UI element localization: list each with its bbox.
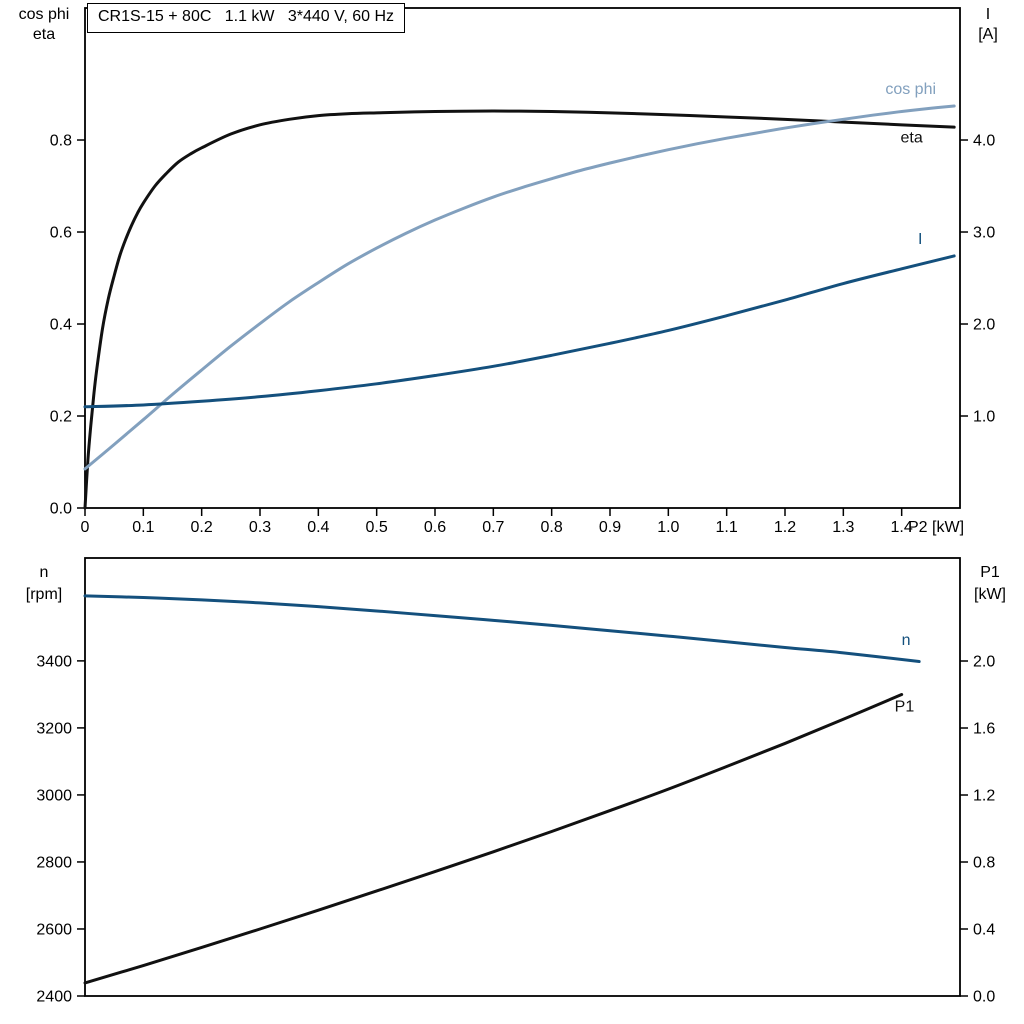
n-curve: [83, 594, 921, 664]
left-tick-label: 3200: [36, 720, 72, 737]
bottom-chart: 2400 2600 2800 3000 3200 3400 0.0 0.4 0.8 1.2 1.6 2…: [26, 557, 1006, 1006]
x-tick-label: 0.1: [132, 519, 154, 536]
P1-curve: [83, 693, 904, 985]
eta-curve: [83, 109, 956, 510]
left-tick-label: 2600: [36, 921, 72, 938]
right-tick-label: 1.6: [973, 721, 995, 738]
x-tick-label: 0.6: [424, 519, 446, 536]
right-tick-label: 0.4: [973, 922, 995, 939]
top-left-axis-header: eta: [33, 26, 55, 43]
right-tick-label: 0.8: [973, 855, 995, 872]
I-curve-label: I: [918, 231, 922, 248]
right-tick-label: 4.0: [973, 133, 995, 150]
x-tick-label: 1.0: [657, 519, 679, 536]
left-tick-label: 0.6: [50, 225, 72, 242]
eta-curve-label: eta: [901, 129, 923, 146]
x-tick-label: 0.7: [482, 519, 504, 536]
x-tick-label: 1.1: [716, 519, 738, 536]
left-tick-label: 0.8: [50, 133, 72, 150]
P1-curve-label: P1: [895, 698, 915, 715]
bottom-left-axis: 2400 2600 2800 3000 3200 3400: [36, 653, 85, 1006]
top-right-axis-header: I: [986, 6, 990, 23]
x-tick-label: 0: [81, 519, 90, 536]
right-tick-label: 1.2: [973, 788, 995, 805]
x-tick-label: 0.9: [599, 519, 621, 536]
left-tick-label: 3400: [36, 653, 72, 670]
chart-title-box: CR1S-15 + 80C 1.1 kW 3*440 V, 60 Hz: [87, 3, 406, 33]
top-left-axis-header: cos phi: [19, 6, 70, 23]
left-tick-label: 0.2: [50, 409, 72, 426]
bottom-right-axis: 0.0 0.4 0.8 1.2 1.6 2.0: [960, 654, 995, 1006]
top-left-axis: 0.0 0.2 0.4 0.6 0.8: [50, 133, 85, 518]
top-plot-frame: [84, 7, 961, 509]
left-tick-label: 0.0: [50, 501, 72, 518]
x-tick-label: 0.2: [191, 519, 213, 536]
x-tick-label: 0.8: [541, 519, 563, 536]
n-curve-label: n: [902, 632, 911, 649]
bottom-left-axis-header: n: [40, 564, 49, 581]
right-tick-label: 0.0: [973, 989, 995, 1006]
bottom-plot-frame: [84, 557, 961, 997]
x-tick-label: 0.3: [249, 519, 271, 536]
I-curve: [83, 254, 956, 409]
cos-phi-curve-label: cos phi: [885, 81, 936, 98]
x-tick-label: 1.2: [774, 519, 796, 536]
left-tick-label: 0.4: [50, 317, 72, 334]
right-tick-label: 2.0: [973, 654, 995, 671]
top-right-axis-header: [A]: [978, 26, 998, 43]
cos-phi-curve: [83, 104, 956, 471]
left-tick-label: 2400: [36, 989, 72, 1006]
bottom-right-axis-header: P1: [980, 564, 1000, 581]
x-axis-unit-label: P2 [kW]: [908, 519, 964, 536]
x-tick-label: 0.4: [307, 519, 329, 536]
bottom-left-axis-header: [rpm]: [26, 586, 62, 603]
right-tick-label: 3.0: [973, 225, 995, 242]
x-tick-label: 1.4: [891, 519, 913, 536]
x-tick-label: 0.5: [366, 519, 388, 536]
left-tick-label: 2800: [36, 854, 72, 871]
top-right-axis: 1.0 2.0 3.0 4.0: [960, 133, 995, 426]
top-chart: 0.0 0.2 0.4 0.6 0.8 1.0 2.0 3.0 4.0 0 0.1 0.2 0.3 0.4…: [19, 6, 998, 536]
right-tick-label: 2.0: [973, 317, 995, 334]
top-x-axis: 0 0.1 0.2 0.3 0.4 0.5 0.6 0.7 0.8 0.9 1.0 1.1 1.2 1.3…: [81, 508, 964, 536]
x-tick-label: 1.3: [832, 519, 854, 536]
right-tick-label: 1.0: [973, 409, 995, 426]
left-tick-label: 3000: [36, 787, 72, 804]
bottom-right-axis-header: [kW]: [974, 586, 1006, 603]
